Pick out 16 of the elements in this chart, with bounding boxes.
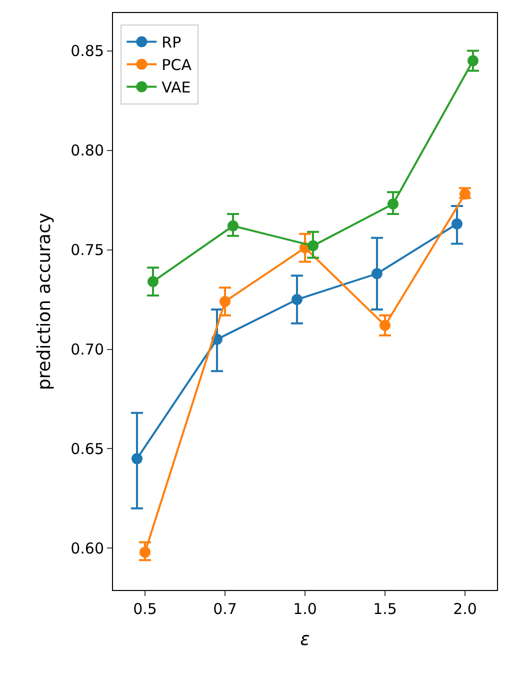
x-tick-label: 0.7: [213, 600, 237, 618]
x-tick-label: 1.0: [293, 600, 317, 618]
legend-label: VAE: [162, 78, 191, 97]
y-axis-title: prediction accuracy: [34, 212, 55, 390]
y-tick-label: 0.85: [70, 42, 104, 60]
x-tick-label: 0.5: [133, 600, 157, 618]
y-tick-label: 0.70: [70, 340, 104, 358]
legend-label: PCA: [162, 56, 192, 74]
x-axis-title: ε: [300, 629, 310, 650]
x-tick-label: 1.5: [373, 600, 397, 618]
y-tick-label: 0.60: [70, 539, 104, 558]
y-tick-label: 0.80: [70, 142, 104, 160]
x-tick-label: 2.0: [453, 600, 477, 618]
legend-label: RP: [162, 34, 182, 52]
y-tick-label: 0.65: [70, 440, 104, 458]
y-tick-label: 0.75: [70, 241, 104, 260]
